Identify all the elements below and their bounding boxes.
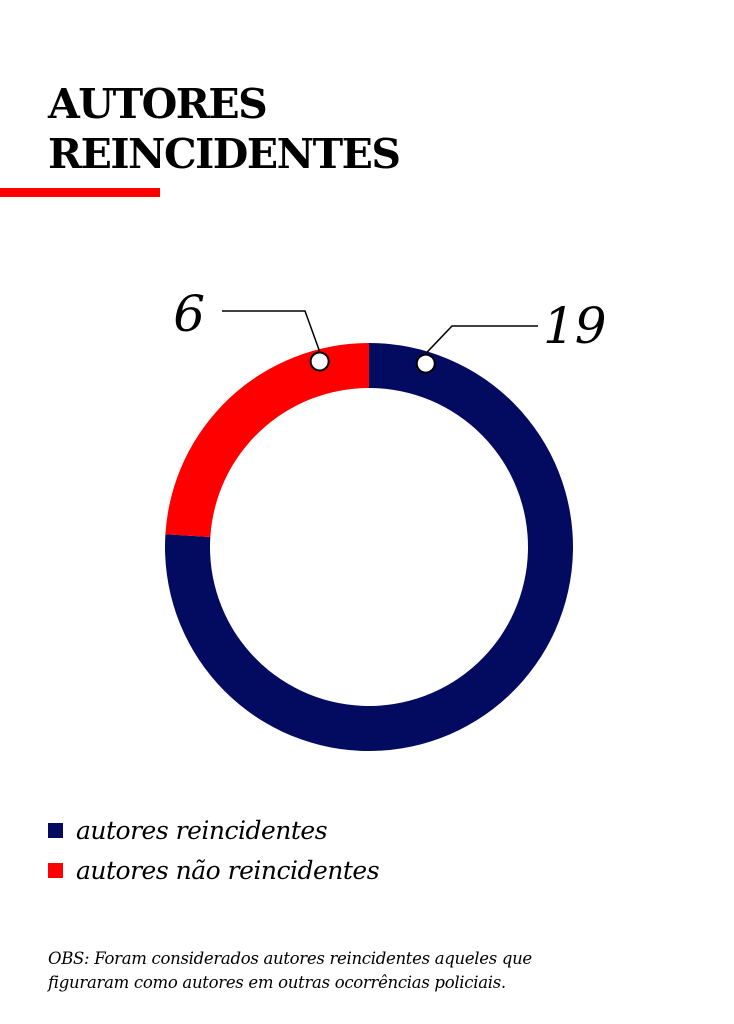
accent-bar bbox=[0, 188, 160, 197]
footnote: OBS: Foram considerados autores reincide… bbox=[48, 947, 698, 995]
legend: autores reincidentes autores não reincid… bbox=[48, 810, 380, 890]
legend-item-nao-reincidentes: autores não reincidentes bbox=[48, 850, 380, 890]
donut-callouts: 19 6 bbox=[173, 285, 607, 374]
legend-item-reincidentes: autores reincidentes bbox=[48, 810, 379, 850]
callout-line-nao-reincidentes bbox=[222, 310, 321, 352]
chart-title: AUTORES REINCIDENTES bbox=[48, 79, 608, 179]
donut-chart: 19 6 bbox=[165, 285, 607, 751]
legend-swatch-reincidentes bbox=[48, 822, 63, 838]
footnote-line-1: OBS: Foram considerados autores reincide… bbox=[48, 948, 532, 968]
data-label-reincidentes: 19 bbox=[543, 297, 607, 355]
data-label-nao-reincidentes: 6 bbox=[173, 285, 205, 343]
title-line-1: AUTORES bbox=[48, 80, 268, 129]
legend-label-reincidentes: autores reincidentes bbox=[76, 815, 328, 845]
callout-marker-reincidentes bbox=[415, 353, 436, 374]
footnote-line-2: figuraram como autores em outras ocorrên… bbox=[48, 972, 506, 992]
donut-slices bbox=[165, 343, 573, 751]
title-line-2: REINCIDENTES bbox=[48, 130, 401, 179]
legend-swatch-nao-reincidentes bbox=[48, 862, 63, 878]
callout-marker-nao-reincidentes bbox=[309, 351, 330, 372]
callout-line-reincidentes bbox=[425, 325, 538, 355]
legend-label-nao-reincidentes: autores não reincidentes bbox=[76, 855, 380, 885]
donut-slice-nao-reincidentes bbox=[165, 343, 369, 538]
